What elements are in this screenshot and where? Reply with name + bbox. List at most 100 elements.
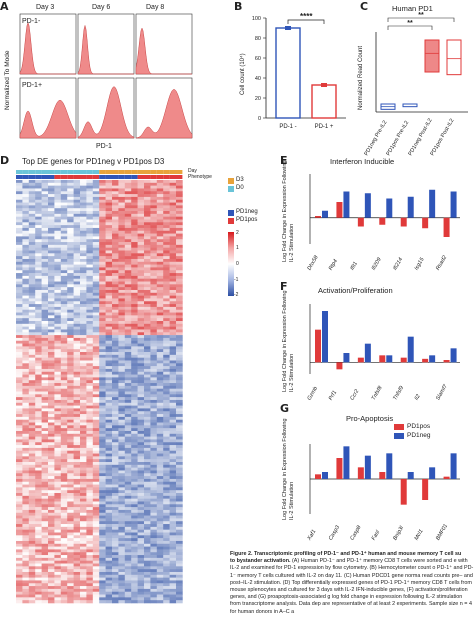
heat-cell: [137, 586, 145, 590]
heat-cell: [48, 368, 55, 373]
heat-cell: [169, 515, 177, 519]
heat-cell: [124, 546, 132, 550]
heat-cell: [156, 383, 164, 387]
heat-cell: [67, 512, 74, 516]
heat-cell: [163, 273, 170, 277]
heat-cell: [156, 467, 164, 471]
heat-cell: [80, 292, 87, 296]
heat-phenotype-cell: [73, 175, 80, 179]
heat-cell: [67, 250, 74, 254]
heat-cell: [99, 326, 106, 330]
heat-cell: [92, 476, 100, 480]
heat-cell: [150, 360, 158, 364]
heat-cell: [73, 304, 81, 308]
legend-pd1pos-swatch: [228, 218, 234, 224]
heat-cell: [176, 512, 183, 516]
fc-xtick-label: Slamf7: [435, 383, 449, 402]
heat-cell: [80, 430, 87, 435]
heat-cell: [112, 225, 119, 229]
heat-cell: [16, 208, 23, 212]
heat-cell: [99, 560, 106, 564]
heat-cell: [22, 332, 30, 336]
heat-cell: [73, 267, 81, 271]
heat-cell: [60, 439, 68, 443]
heat-cell: [54, 476, 62, 480]
heat-cell: [118, 309, 126, 313]
heat-cell: [163, 188, 170, 192]
heat-cell: [80, 549, 87, 553]
heat-cell: [22, 281, 30, 285]
heat-cell: [54, 540, 62, 545]
heat-cell: [99, 304, 106, 308]
heat-cell: [92, 459, 100, 463]
heat-cell: [118, 470, 126, 474]
heat-cell: [35, 464, 42, 468]
heat-cell: [80, 349, 87, 353]
heat-cell: [28, 182, 36, 186]
heat-cell: [35, 194, 42, 198]
heat-cell: [176, 335, 183, 339]
heat-cell: [131, 571, 138, 576]
b-sig-bracket: [287, 19, 325, 24]
heat-cell: [176, 287, 183, 291]
fc-bar: [379, 355, 386, 363]
heat-cell: [131, 247, 138, 251]
heat-cell: [41, 230, 49, 234]
heat-cell: [176, 391, 183, 395]
fc-bar: [336, 202, 343, 218]
heat-cell: [112, 490, 119, 494]
heat-cell: [176, 467, 183, 471]
heat-cell: [73, 326, 81, 330]
heat-cell: [144, 216, 151, 220]
heat-cell: [41, 416, 49, 420]
heat-cell: [73, 230, 81, 234]
heat-cell: [67, 495, 74, 499]
heat-cell: [54, 371, 62, 375]
heat-cell: [22, 222, 30, 226]
heat-cell: [48, 532, 55, 536]
heat-cell: [150, 211, 158, 215]
c-bracket-1: [387, 25, 433, 30]
heat-cell: [156, 360, 164, 364]
heat-cell: [176, 473, 183, 477]
fc-bar: [429, 467, 436, 479]
heat-cell: [105, 227, 113, 232]
heat-cell: [156, 428, 164, 432]
heat-cell: [16, 275, 23, 279]
heat-phenotype-cell: [54, 175, 61, 179]
heat-cell: [92, 535, 100, 539]
heat-cell: [35, 213, 42, 217]
heat-cell: [48, 563, 55, 567]
heat-cell: [176, 323, 183, 327]
heat-cell: [99, 233, 106, 237]
heat-cell: [156, 507, 164, 511]
heat-cell: [54, 309, 62, 313]
heat-cell: [16, 484, 23, 488]
heat-cell: [137, 453, 145, 457]
panel-d-heatmap: [16, 170, 183, 604]
heat-cell: [169, 495, 177, 499]
heat-cell: [22, 577, 30, 581]
heat-cell: [105, 473, 113, 477]
heat-cell: [169, 529, 177, 533]
heat-cell: [118, 337, 126, 342]
heat-cell: [105, 366, 113, 370]
heat-cell: [105, 388, 113, 392]
heat-cell: [35, 295, 42, 299]
heat-cell: [28, 199, 36, 203]
heat-cell: [67, 377, 74, 381]
heat-cell: [150, 273, 158, 277]
heat-cell: [67, 244, 74, 248]
c-xtick-label: PD1pos Pre-IL2: [386, 120, 411, 157]
heat-cell: [150, 411, 158, 415]
heat-cell: [54, 354, 62, 358]
heat-cell: [16, 439, 23, 443]
heat-cell: [163, 507, 170, 511]
heat-cell: [48, 304, 55, 308]
heat-cell: [163, 205, 170, 209]
heat-cell: [156, 481, 164, 485]
heat-cell: [28, 391, 36, 395]
heat-cell: [150, 391, 158, 395]
heat-cell: [28, 433, 36, 437]
heat-cell: [35, 292, 42, 296]
